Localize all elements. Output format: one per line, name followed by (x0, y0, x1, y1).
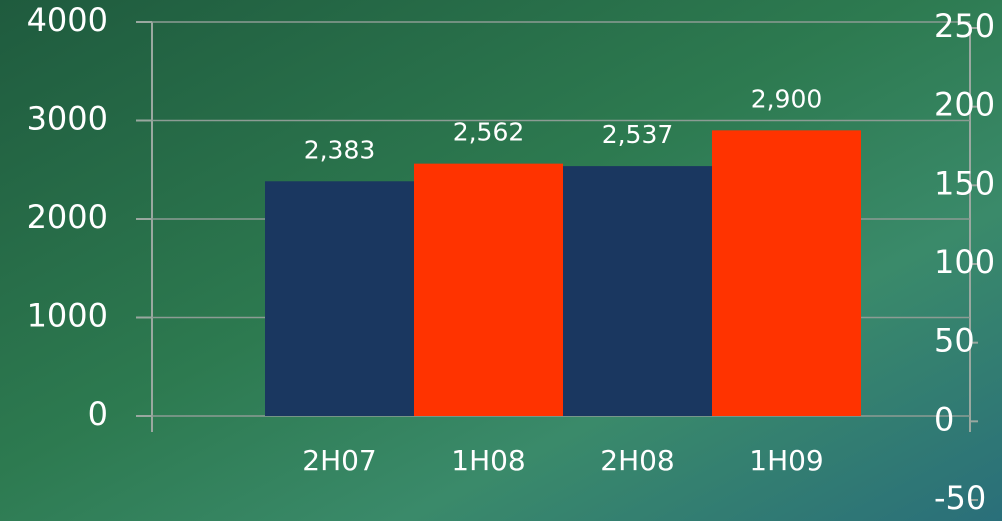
y-tick-label: 3000 (27, 100, 108, 138)
y-tick-label: 4000 (27, 1, 108, 39)
y2-tick-label: 0 (934, 400, 954, 438)
value-label: 2,562 (453, 118, 525, 147)
y-tick-label: 1000 (27, 297, 108, 335)
y2-tick-label: -50 (934, 479, 986, 517)
value-label: 2,537 (602, 120, 674, 149)
y-tick-label: 2000 (27, 198, 108, 236)
y2-tick-label: 250 (934, 7, 995, 45)
value-label: 2,900 (751, 84, 823, 113)
x-tick-label: 2H07 (302, 444, 377, 477)
bar (563, 166, 712, 416)
y2-tick-label: 200 (934, 86, 995, 124)
bar (712, 130, 861, 416)
bar (414, 163, 563, 416)
y-tick-label: 0 (88, 395, 108, 433)
y2-tick-label: 50 (934, 322, 975, 360)
y2-tick-label: 150 (934, 164, 995, 202)
x-tick-label: 1H08 (451, 444, 526, 477)
value-label: 2,383 (304, 135, 376, 164)
bar (265, 181, 414, 416)
x-tick-label: 2H08 (600, 444, 675, 477)
y2-tick-label: 100 (934, 243, 995, 281)
x-tick-label: 1H09 (749, 444, 824, 477)
